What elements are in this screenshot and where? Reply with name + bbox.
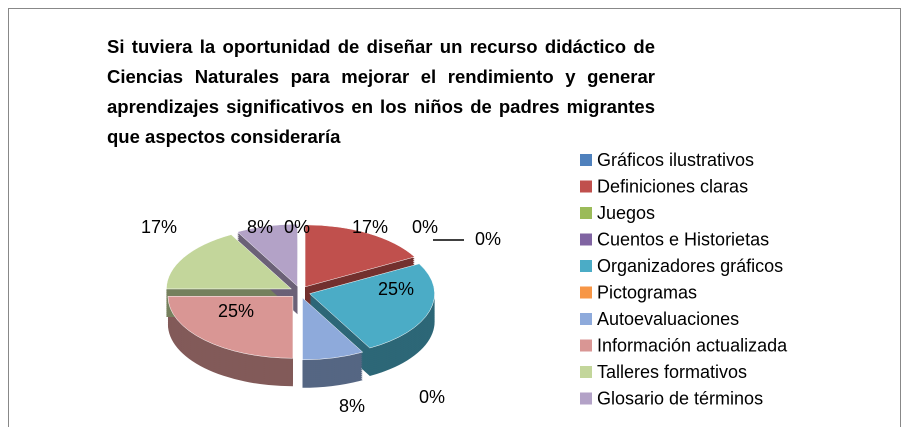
data-label: 25%	[378, 279, 414, 299]
legend-swatch	[580, 207, 592, 219]
legend-label: Definiciones claras	[597, 176, 748, 196]
legend-swatch	[580, 154, 592, 166]
legend-swatch	[580, 339, 592, 352]
data-label: 25%	[218, 301, 254, 321]
legend-swatch	[580, 366, 592, 378]
legend-label: Organizadores gráficos	[597, 256, 783, 276]
legend-swatch	[580, 260, 592, 272]
legend-label: Pictogramas	[597, 282, 697, 302]
slice	[302, 297, 364, 361]
legend-label: Juegos	[597, 203, 655, 223]
legend-swatch	[580, 180, 592, 193]
data-label: 0%	[284, 217, 310, 237]
legend-swatch	[580, 313, 592, 325]
legend-swatch	[580, 286, 592, 299]
data-label: 8%	[247, 217, 273, 237]
data-label: 17%	[141, 217, 177, 237]
data-label: 0%	[475, 229, 501, 249]
legend-swatch	[580, 233, 592, 246]
slice	[304, 224, 416, 288]
data-label: 0%	[412, 217, 438, 237]
data-label: 17%	[352, 217, 388, 237]
legend-label: Información actualizada	[597, 335, 788, 355]
data-label: 8%	[339, 396, 365, 416]
chart-border	[8, 8, 901, 427]
slice	[167, 295, 294, 359]
slice	[166, 234, 293, 290]
chart-title: Si tuviera la oportunidad de diseñar un …	[107, 36, 655, 147]
legend-label: Talleres formativos	[597, 362, 747, 382]
legend-label: Gráficos ilustrativos	[597, 150, 754, 170]
data-label: 0%	[419, 387, 445, 407]
legend-label: Cuentos e Historietas	[597, 229, 769, 249]
slice	[236, 223, 298, 287]
slice	[309, 263, 435, 349]
legend-label: Autoevaluaciones	[597, 309, 739, 329]
legend-label: Glosario de términos	[597, 388, 763, 408]
legend-swatch	[580, 392, 592, 405]
